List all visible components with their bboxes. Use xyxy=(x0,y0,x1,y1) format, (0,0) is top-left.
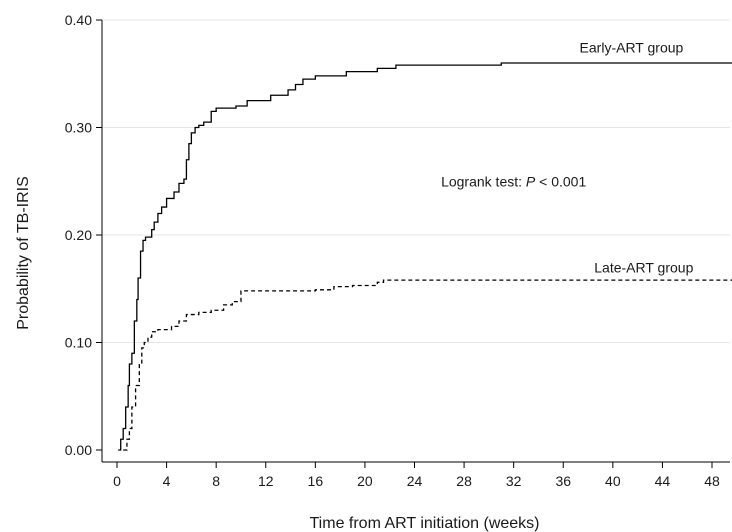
late-art-label: Late-ART group xyxy=(594,260,693,276)
x-tick-label: 8 xyxy=(212,473,220,489)
early-art-curve xyxy=(118,62,732,451)
late-art-curve xyxy=(123,279,732,451)
annotation-prefix: Logrank test: xyxy=(441,174,526,190)
x-tick-label: 4 xyxy=(163,473,171,489)
series-labels: Early-ART group Late-ART group xyxy=(580,39,694,275)
x-tick-label: 44 xyxy=(655,473,671,489)
x-tick-label: 12 xyxy=(258,473,274,489)
x-tick-label: 16 xyxy=(308,473,324,489)
x-tick-label: 48 xyxy=(704,473,720,489)
gridlines xyxy=(102,19,730,343)
x-tick-label: 36 xyxy=(555,473,571,489)
logrank-annotation: Logrank test: P < 0.001 xyxy=(441,174,586,190)
y-tick-label: 0.00 xyxy=(65,442,92,458)
series xyxy=(118,62,732,451)
x-tick-label: 24 xyxy=(407,473,423,489)
y-tick-label: 0.20 xyxy=(65,227,92,243)
y-tick-label: 0.40 xyxy=(65,12,92,28)
annotation-suffix: < 0.001 xyxy=(535,174,586,190)
x-tick-label: 28 xyxy=(456,473,472,489)
y-tick-label: 0.30 xyxy=(65,120,92,136)
x-tick-label: 0 xyxy=(113,473,121,489)
x-axis-label: Time from ART initiation (weeks) xyxy=(310,515,540,532)
early-art-label: Early-ART group xyxy=(580,39,684,55)
x-tick-label: 40 xyxy=(605,473,621,489)
axes xyxy=(101,20,730,463)
x-tick-label: 32 xyxy=(506,473,522,489)
y-tick-label: 0.10 xyxy=(65,335,92,351)
ticks: 0.000.100.200.300.400 4 8 12 16 20 24 28 32 36 40 4… xyxy=(65,12,720,489)
annotation-p-symbol: P xyxy=(526,174,536,190)
y-axis-label: Probability of TB-IRIS xyxy=(15,176,32,330)
x-tick-label: 20 xyxy=(357,473,373,489)
